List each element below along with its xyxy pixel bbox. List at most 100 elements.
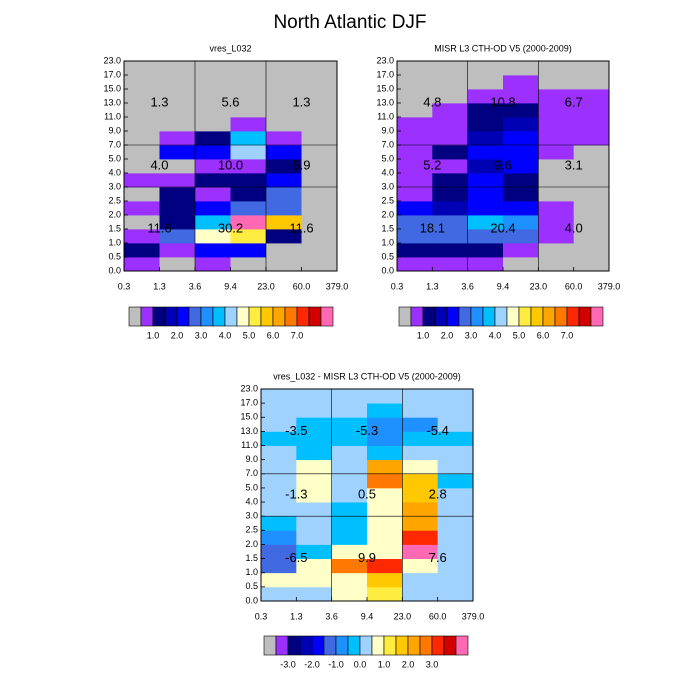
cell (124, 117, 160, 132)
cell (432, 103, 469, 118)
group-total: 2.8 (429, 486, 447, 501)
colorbar-label: 4.0 (219, 330, 232, 340)
cell (296, 473, 333, 489)
cell (397, 173, 433, 188)
cell (266, 243, 302, 258)
colorbar-box (335, 635, 349, 656)
cell (467, 243, 504, 258)
cell (402, 389, 439, 404)
y-tick-label: 17.0 (103, 69, 121, 79)
colorbar-box (530, 306, 544, 327)
cell (301, 243, 338, 258)
cell (296, 459, 333, 475)
colorbar-box (299, 635, 313, 656)
cell (367, 516, 403, 531)
cell (367, 459, 403, 475)
cell (159, 159, 196, 174)
cell (195, 117, 231, 132)
x-tick-label: 60.0 (565, 281, 583, 291)
cell (538, 131, 575, 146)
colorbar-box (263, 635, 277, 656)
cell (432, 187, 469, 202)
cell (467, 229, 504, 244)
cell (301, 187, 338, 202)
cell (331, 530, 368, 545)
cell (573, 243, 610, 258)
group-total: 1.3 (292, 94, 310, 109)
cell (402, 558, 439, 574)
cell (230, 187, 267, 202)
cell (402, 417, 439, 432)
cell (261, 502, 297, 517)
cell (437, 403, 474, 418)
cell (331, 572, 368, 588)
colorbar-box (431, 635, 445, 656)
y-tick-label: 23.0 (376, 55, 394, 65)
cell (402, 586, 439, 602)
cell (397, 75, 433, 90)
cell (266, 145, 302, 160)
y-tick-label: 3.0 (245, 511, 258, 521)
y-tick-label: 2.0 (245, 539, 258, 549)
colorbar-box (260, 306, 274, 327)
group-total: 9.6 (494, 157, 512, 172)
cell (432, 201, 469, 216)
y-tick-label: 11.0 (241, 440, 258, 450)
colorbar-box (248, 306, 262, 327)
colorbar-box (128, 306, 142, 327)
cell (538, 89, 575, 104)
cell (397, 131, 433, 146)
colorbar-label: 1.0 (378, 659, 391, 669)
cell (503, 89, 539, 104)
cell (402, 544, 439, 559)
colorbar-box (398, 306, 412, 327)
cell (367, 502, 403, 517)
x-tick-label: 1.3 (153, 281, 166, 291)
cell (124, 257, 160, 272)
colorbar-label: 2.0 (402, 659, 415, 669)
x-tick-label: 379.0 (598, 281, 621, 291)
cell (301, 89, 338, 104)
cell (230, 215, 267, 230)
cell (296, 417, 333, 432)
colorbar-label: 7.0 (291, 330, 304, 340)
group-total: 5.2 (423, 157, 441, 172)
cell (367, 530, 403, 545)
cell (437, 558, 474, 574)
cell (397, 159, 433, 174)
cell (402, 572, 439, 588)
cell (301, 131, 338, 146)
colorbar-box (287, 635, 301, 656)
cell (301, 159, 338, 174)
cell (367, 558, 403, 574)
group-total: 5.6 (221, 94, 239, 109)
cell (397, 187, 433, 202)
cell (301, 201, 338, 216)
cell (538, 257, 575, 272)
cell (367, 473, 403, 489)
cell (301, 117, 338, 132)
cell (159, 173, 196, 188)
x-tick-label: 0.3 (255, 611, 268, 621)
cell (432, 89, 469, 104)
cell (331, 389, 368, 404)
cell (159, 257, 196, 272)
cell (573, 173, 610, 188)
cell (195, 215, 231, 230)
cell (261, 530, 297, 545)
cell (437, 487, 474, 503)
y-tick-label: 2.5 (381, 195, 394, 205)
cell (432, 61, 469, 76)
cell (437, 544, 474, 559)
group-total: 3.1 (565, 157, 583, 172)
colorbar-box (176, 306, 190, 327)
cell (230, 229, 267, 244)
cell (261, 558, 297, 574)
cell (573, 61, 610, 76)
colorbar-label: 4.0 (489, 330, 502, 340)
y-tick-label: 7.0 (108, 139, 121, 149)
colorbar-box (188, 306, 202, 327)
cell (331, 445, 368, 461)
cell (467, 103, 504, 118)
